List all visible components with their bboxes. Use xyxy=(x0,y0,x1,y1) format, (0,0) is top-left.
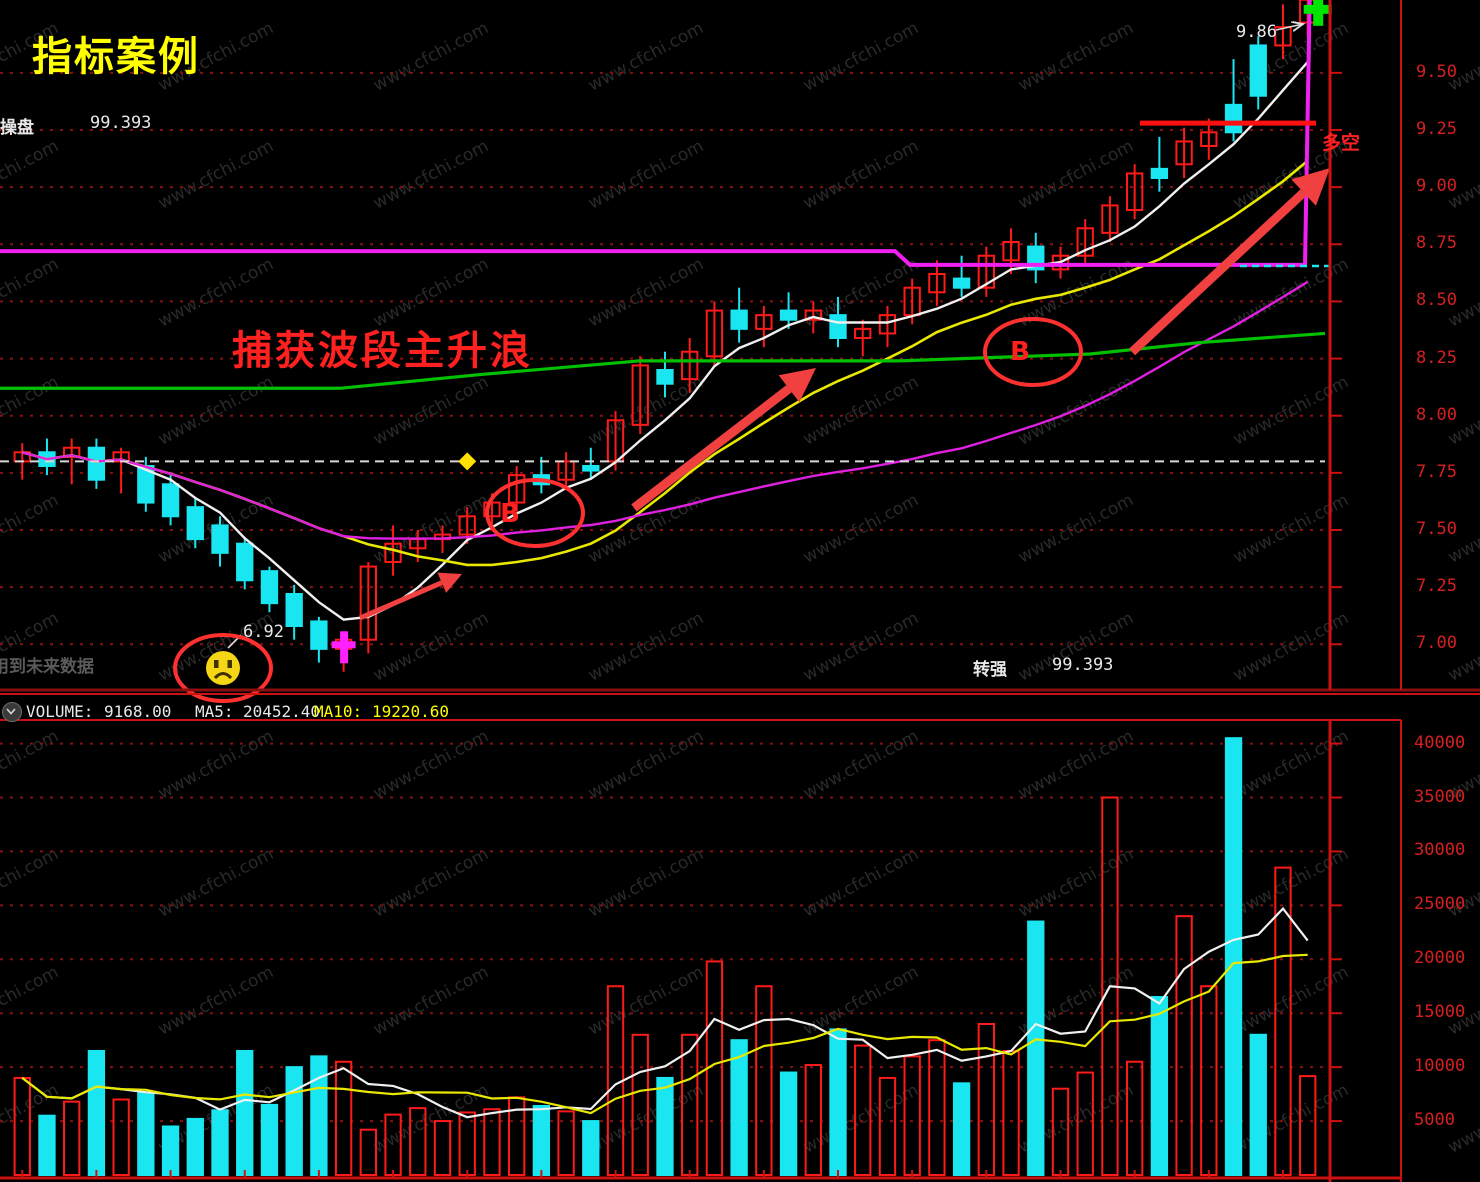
price-axis-tick: 7.75 xyxy=(1416,461,1457,482)
high-price-label: 9.86 xyxy=(1236,22,1277,42)
price-axis-tick: 7.50 xyxy=(1416,519,1457,539)
volume-axis-tick: 20000 xyxy=(1414,948,1466,969)
future-data-warning: 用到未来数据 xyxy=(0,657,94,677)
signal-label: 多空 xyxy=(1322,132,1361,154)
price-axis-tick: 7.25 xyxy=(1416,576,1457,597)
volume-axis-tick: 40000 xyxy=(1414,732,1466,753)
annotation-layer: BB xyxy=(0,0,1332,703)
volume-axis-tick: 10000 xyxy=(1414,1056,1466,1077)
volume-ma10-label: MA10: xyxy=(314,702,363,721)
price-header-value: 99.393 xyxy=(90,113,152,133)
volume-axis-tick: 15000 xyxy=(1414,1002,1466,1023)
volume-series xyxy=(13,737,1317,1177)
low-price-label: 6.92 xyxy=(243,622,284,642)
price-axis-tick: 8.25 xyxy=(1416,347,1457,368)
volume-ma10-value: 19220.60 xyxy=(372,702,450,721)
volume-axis-tick: 35000 xyxy=(1414,786,1466,807)
volume-axis-tick: 5000 xyxy=(1414,1110,1455,1131)
indicator-overlays xyxy=(21,61,1309,621)
price-axis-tick: 9.50 xyxy=(1416,61,1457,82)
chart-caption: 捕获波段主升浪 xyxy=(232,328,533,374)
chevron-down-icon[interactable] xyxy=(2,702,22,722)
price-axis-tick: 7.00 xyxy=(1416,633,1457,654)
volume-ma5-label: MA5: xyxy=(195,702,234,721)
price-footer-value: 99.393 xyxy=(1052,655,1114,675)
price-footer-label: 转强 xyxy=(973,660,1007,680)
volume-value: 9168.00 xyxy=(104,702,172,721)
price-axis-tick: 9.00 xyxy=(1416,176,1457,197)
price-axis-tick: 8.00 xyxy=(1416,404,1457,425)
svg-text:B: B xyxy=(500,499,520,529)
price-axis-tick: 8.50 xyxy=(1416,290,1457,311)
price-header-label: 操盘 xyxy=(0,118,34,138)
price-series xyxy=(13,0,1317,672)
volume-ma5-value: 20452.40 xyxy=(243,702,321,721)
svg-text:B: B xyxy=(1010,337,1030,367)
volume-label: VOLUME: xyxy=(26,702,94,721)
price-axis-tick: 8.75 xyxy=(1416,233,1457,254)
price-axis-tick: 9.25 xyxy=(1416,119,1457,139)
page-title: 指标案例 xyxy=(32,34,200,80)
volume-axis-tick: 25000 xyxy=(1414,894,1466,915)
volume-axis-tick: 30000 xyxy=(1414,840,1466,861)
